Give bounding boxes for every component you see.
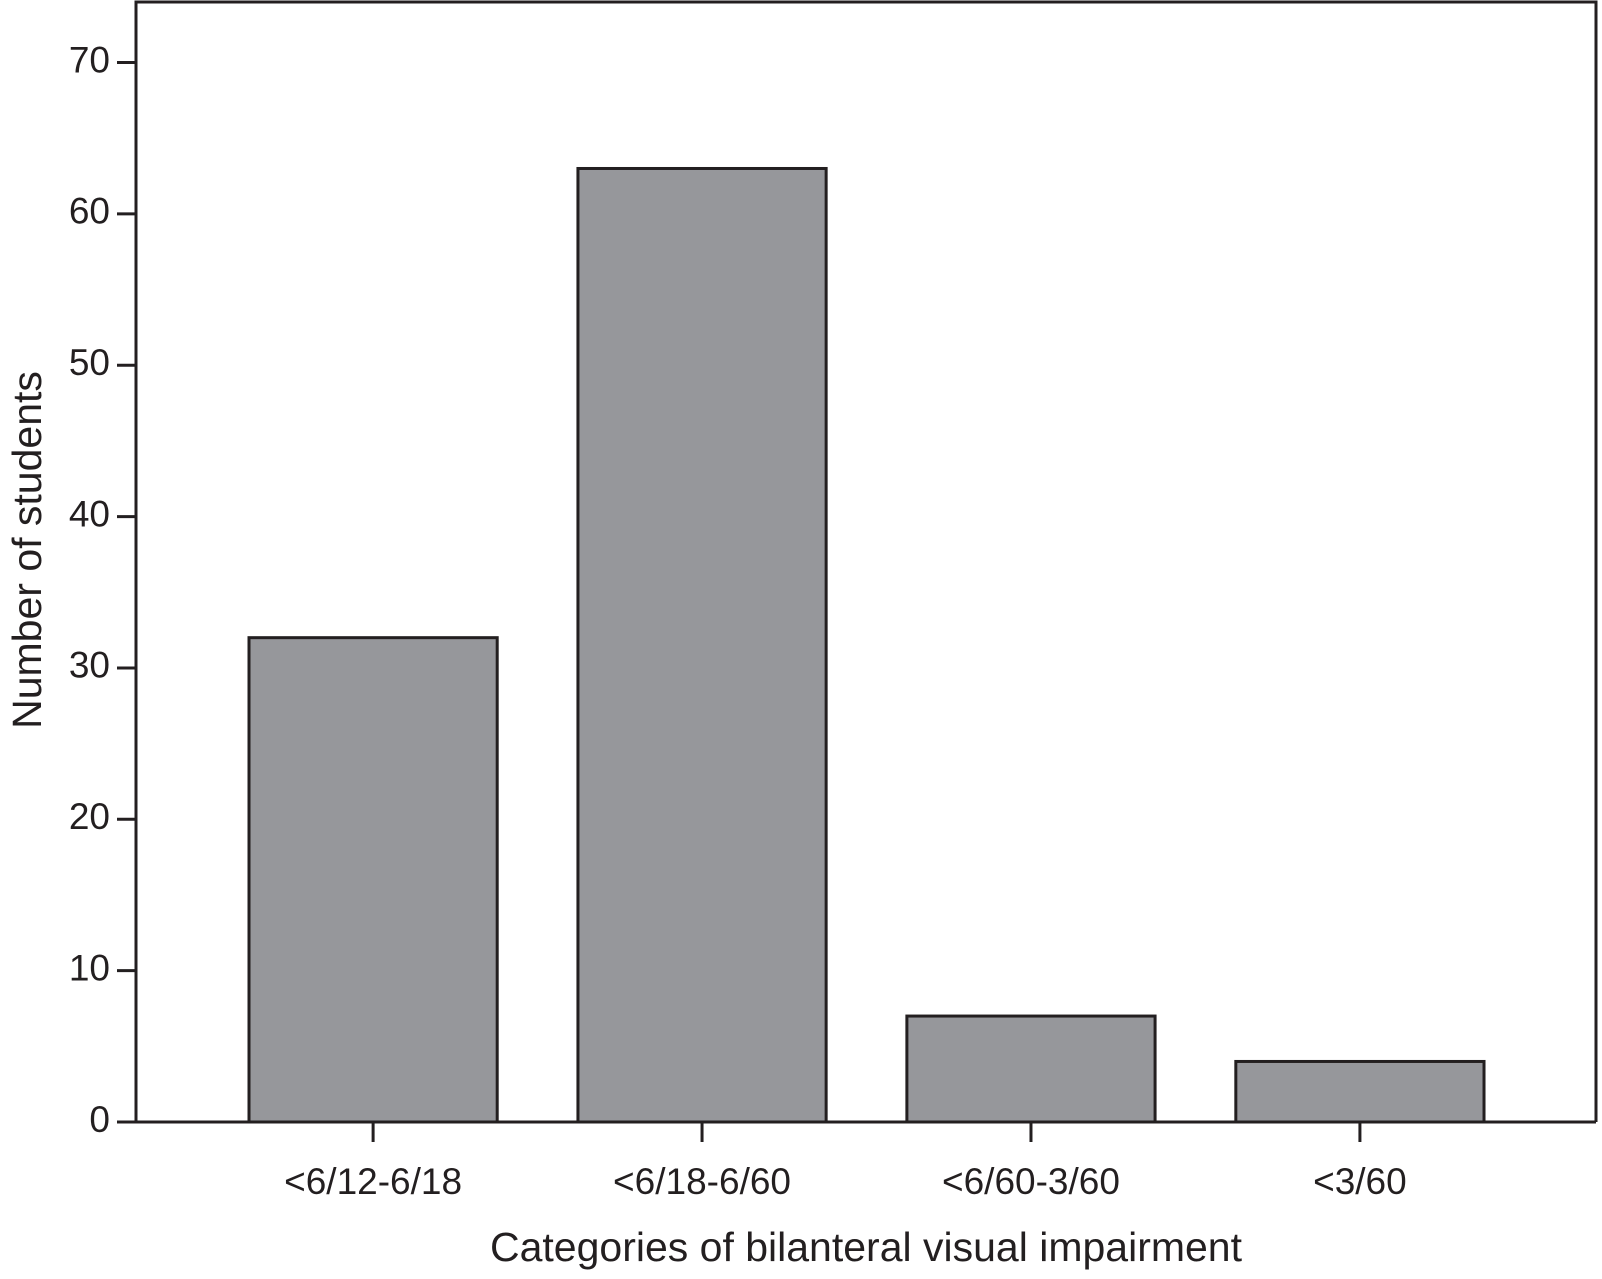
bar: [905, 1014, 1157, 1124]
y-tick-label: 50: [69, 342, 110, 383]
bar: [576, 166, 828, 1124]
y-tick-label: 40: [69, 493, 110, 534]
x-tick-label: <3/60: [1313, 1161, 1407, 1202]
x-axis-title: Categories of bilanteral visual impairme…: [490, 1224, 1243, 1270]
bar: [247, 636, 499, 1124]
x-tick-label: <6/12-6/18: [284, 1161, 462, 1202]
y-tick-label: 30: [69, 645, 110, 686]
y-tick-label: 20: [69, 796, 110, 837]
y-tick-label: 10: [69, 947, 110, 988]
y-tick-label: 0: [89, 1099, 110, 1140]
x-tick-label: <6/18-6/60: [613, 1161, 791, 1202]
y-tick-label: 60: [69, 191, 110, 232]
y-tick-label: 70: [69, 39, 110, 80]
plot-frame: [134, 0, 1598, 1122]
x-tick-label: <6/60-3/60: [942, 1161, 1120, 1202]
bar: [1234, 1059, 1486, 1124]
y-axis-title: Number of students: [4, 371, 50, 729]
